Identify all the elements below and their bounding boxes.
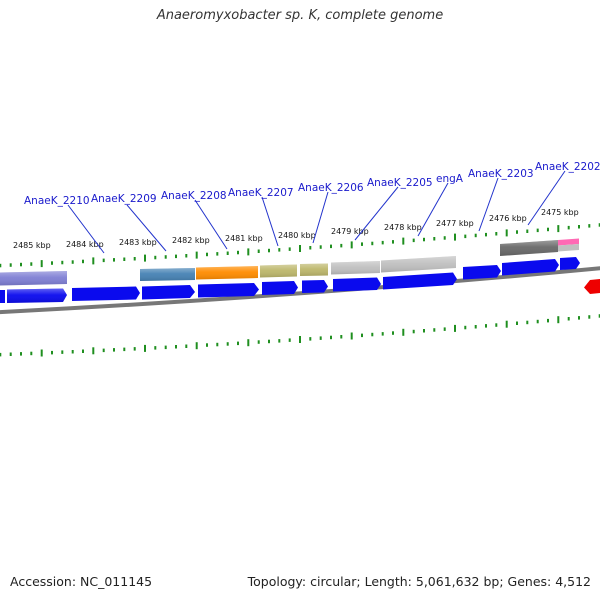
connector-enga bbox=[417, 182, 449, 237]
tick-label-2485: 2485 kbp bbox=[13, 241, 51, 250]
inner-tick-track bbox=[0, 314, 600, 357]
tick-label-2478: 2478 kbp bbox=[384, 223, 422, 232]
cog-bar-anaek-2202[interactable] bbox=[500, 240, 558, 256]
cog-bar-anaek-2208[interactable] bbox=[196, 266, 258, 280]
gene-arrow-anaek-2206[interactable] bbox=[262, 281, 298, 295]
tick-label-2481: 2481 kbp bbox=[225, 234, 263, 243]
tick-label-2484: 2484 kbp bbox=[66, 240, 104, 249]
genome-backbone bbox=[0, 266, 600, 315]
gene-label-anaek-2205[interactable]: AnaeK_2205 bbox=[367, 177, 433, 189]
tick-label-2476: 2476 kbp bbox=[489, 214, 527, 223]
cog-bar-anaek-2210[interactable] bbox=[0, 271, 67, 286]
gene-arrow-anaek-2208[interactable] bbox=[142, 285, 195, 300]
cog-category-track bbox=[0, 238, 579, 286]
connector-anaek-2207 bbox=[261, 196, 279, 247]
gene-label-anaek-2208[interactable]: AnaeK_2208 bbox=[161, 190, 227, 202]
gene-arrow-anaek-2205[interactable] bbox=[302, 280, 328, 293]
gene-label-anaek-2207[interactable]: AnaeK_2207 bbox=[228, 187, 294, 199]
tick-label-2477: 2477 kbp bbox=[436, 219, 474, 228]
connector-anaek-2210 bbox=[67, 204, 105, 254]
gene-label-enga[interactable]: engA bbox=[436, 173, 464, 185]
gene-label-anaek-2203[interactable]: AnaeK_2203 bbox=[468, 168, 534, 180]
genome-summary-text: Topology: circular; Length: 5,061,632 bp… bbox=[247, 574, 591, 589]
gene-track bbox=[0, 257, 600, 303]
gene-label-anaek-2202[interactable]: AnaeK_2202 bbox=[535, 161, 600, 173]
gene-label-group: AnaeK_2210 AnaeK_2209 AnaeK_2208 AnaeK_2… bbox=[24, 161, 600, 207]
gene-label-anaek-2206[interactable]: AnaeK_2206 bbox=[298, 182, 364, 194]
gene-arrow-anaek-2207[interactable] bbox=[198, 283, 259, 298]
cog-bar-anaek-2206[interactable] bbox=[300, 263, 328, 277]
cog-bar-enga[interactable] bbox=[381, 256, 456, 273]
connector-anaek-2208 bbox=[194, 199, 228, 250]
gene-arrow-anaek-2202[interactable] bbox=[463, 265, 501, 280]
page-title: Anaeromyxobacter sp. K, complete genome bbox=[156, 8, 444, 23]
gene-arrow-sheen bbox=[7, 288, 67, 303]
gene-arrow-anaek-2203[interactable] bbox=[383, 272, 457, 290]
gene-arrow-anaek-2209[interactable] bbox=[72, 286, 140, 302]
tick-label-group: 2485 kbp 2484 kbp 2483 kbp 2482 kbp 2481… bbox=[13, 208, 579, 250]
gene-arrow-anaek-2201[interactable] bbox=[502, 259, 559, 276]
connector-anaek-2205 bbox=[354, 186, 399, 241]
tick-label-2475: 2475 kbp bbox=[541, 208, 579, 217]
connector-anaek-2202 bbox=[527, 170, 566, 226]
tick-label-2479: 2479 kbp bbox=[331, 227, 369, 236]
cog-bar-anaek-2207[interactable] bbox=[260, 264, 297, 278]
gene-label-anaek-2209[interactable]: AnaeK_2209 bbox=[91, 193, 157, 205]
cog-bar-anaek-2201[interactable] bbox=[558, 238, 579, 252]
cog-bar-anaek-2209[interactable] bbox=[140, 268, 195, 281]
connector-anaek-2206 bbox=[312, 191, 329, 244]
label-connector-group bbox=[67, 170, 566, 254]
gene-arrow-enga[interactable] bbox=[333, 277, 381, 292]
gene-arrow-anaek-2200[interactable] bbox=[560, 257, 580, 270]
gene-label-anaek-2210[interactable]: AnaeK_2210 bbox=[24, 195, 90, 207]
connector-anaek-2209 bbox=[126, 204, 167, 252]
accession-text: Accession: NC_011145 bbox=[10, 574, 153, 589]
connector-anaek-2203 bbox=[478, 177, 499, 232]
tick-label-2482: 2482 kbp bbox=[172, 236, 210, 245]
tick-label-2480: 2480 kbp bbox=[278, 231, 316, 240]
gene-arrow-reverse[interactable] bbox=[584, 279, 600, 294]
cog-bar-anaek-2205[interactable] bbox=[331, 261, 380, 275]
outer-tick-track bbox=[0, 223, 600, 268]
gene-arrow-anaek-2211[interactable] bbox=[0, 290, 5, 303]
tick-label-2483: 2483 kbp bbox=[119, 238, 157, 247]
